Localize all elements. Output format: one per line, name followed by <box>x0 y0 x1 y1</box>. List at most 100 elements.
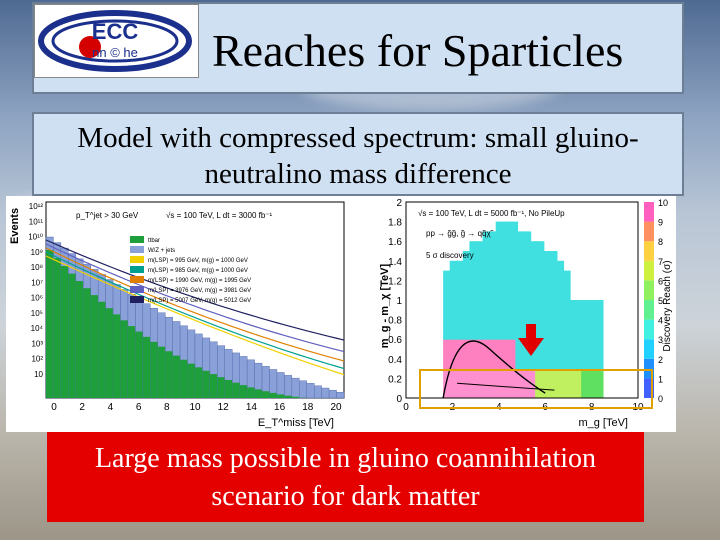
reach-heat-cell <box>502 270 512 281</box>
met-wz-bar <box>306 383 315 399</box>
met-ttbar-bar <box>165 351 173 398</box>
met-ttbar-bar <box>239 385 248 398</box>
reach-heat-cell <box>502 319 512 330</box>
reach-heat-cell <box>475 388 486 399</box>
met-ttbar-bar <box>262 391 270 398</box>
met-ttbar-bar <box>217 377 225 398</box>
reach-heat-cell <box>469 388 479 399</box>
met-wz-bar <box>336 391 345 399</box>
reach-heat-cell <box>456 358 466 370</box>
reach-heat-cell <box>541 300 551 311</box>
reach-heat-cell <box>568 339 578 350</box>
reach-heat-cell <box>548 251 558 262</box>
met-xtick-label: 6 <box>136 402 142 413</box>
reach-zlabel: Discovery Reach (σ) <box>662 260 673 351</box>
reach-colorbar-cell <box>644 280 654 300</box>
reach-heat-cell <box>456 339 466 350</box>
reach-heat-cell <box>581 378 591 389</box>
reach-heat-cell <box>522 309 532 321</box>
reach-heat-cell <box>508 290 519 301</box>
reach-heat-cell <box>482 251 492 262</box>
met-xtick-label: 12 <box>218 402 230 413</box>
reach-heat-cell <box>475 270 486 281</box>
reach-heat-cell <box>495 339 505 350</box>
reach-heat-cell <box>528 280 538 291</box>
met-ttbar-bar <box>276 394 285 398</box>
reach-heat-cell <box>587 300 597 311</box>
reach-heat-cell <box>541 319 551 330</box>
reach-heat-cell <box>515 329 525 340</box>
reach-heat-cell <box>482 339 492 350</box>
reach-heat-cell <box>594 339 604 350</box>
reach-heat-cell <box>554 388 565 399</box>
reach-ztick-label: 2 <box>658 355 663 365</box>
reach-heat-cell <box>475 290 486 301</box>
met-legend-swatch <box>130 246 144 253</box>
reach-heat-cell <box>561 349 571 360</box>
reach-heat-cell <box>482 300 492 311</box>
met-ttbar-bar <box>209 374 218 398</box>
met-signal-line <box>45 243 345 353</box>
reach-heat-cell <box>508 349 519 360</box>
reach-heat-cell <box>535 388 545 399</box>
reach-heat-cell <box>489 309 499 321</box>
reach-heat-cell <box>528 251 538 262</box>
reach-heat-cell <box>443 368 453 379</box>
reach-heat-cell <box>535 300 545 311</box>
reach-heat-cell <box>548 319 558 330</box>
met-legend-swatch <box>130 296 144 303</box>
met-wz-bar <box>291 377 300 399</box>
met-legend-label: m(LSP) = 5007 GeV, m(g) = 5012 GeV <box>148 298 251 304</box>
reach-heat-cell <box>456 329 466 340</box>
reach-ytick-label: 0.2 <box>388 374 402 385</box>
reach-heat-cell <box>554 290 565 301</box>
reach-heat-cell <box>475 368 486 379</box>
reach-heat-cell <box>449 388 459 399</box>
reach-heat-cell <box>574 319 584 330</box>
reach-heat-cell <box>508 388 519 399</box>
reach-heat-cell <box>548 290 558 301</box>
reach-heat-cell <box>515 309 525 321</box>
reach-heat-cell <box>574 329 584 340</box>
reach-heat-cell <box>554 280 565 291</box>
met-xtick-label: 10 <box>189 402 201 413</box>
reach-ztick-label: 9 <box>658 218 663 228</box>
reach-heat-cell <box>502 378 512 389</box>
met-ytick-label: 10⁴ <box>31 324 44 333</box>
reach-heat-cell <box>489 368 499 379</box>
reach-heat-cell <box>462 290 473 301</box>
met-ttbar-bar <box>120 320 128 398</box>
reach-contour-line <box>457 382 555 391</box>
reach-ytick-label: 0.8 <box>388 316 402 327</box>
reach-heat-cell <box>528 300 538 311</box>
reach-heat-cell <box>462 388 473 399</box>
reach-heat-cell <box>482 349 492 360</box>
met-legend-swatch <box>130 256 144 263</box>
reach-heat-cell <box>522 300 532 311</box>
reach-heat-cell <box>495 388 505 399</box>
reach-heat-cell <box>462 309 473 321</box>
reach-heat-cell <box>587 339 597 350</box>
reach-heat-cell <box>449 260 459 272</box>
reach-heat-cell <box>581 300 591 311</box>
reach-heat-cell <box>574 358 584 370</box>
reach-heat-cell <box>535 378 545 389</box>
reach-heat-cell <box>482 290 492 301</box>
reach-colorbar-cell <box>644 339 654 359</box>
reach-heat-cell <box>554 260 565 272</box>
reach-heat-cell <box>449 358 459 370</box>
met-cut-label: p_T^jet > 30 GeV <box>76 211 139 220</box>
reach-heat-cell <box>574 378 584 389</box>
reach-heat-cell <box>515 368 525 379</box>
reach-heat-cell <box>495 300 505 311</box>
reach-heat-cell <box>548 378 558 389</box>
reach-heat-cell <box>574 349 584 360</box>
reach-heat-cell <box>495 241 505 252</box>
reach-heat-cell <box>469 270 479 281</box>
reach-heat-cell <box>456 319 466 330</box>
met-signal-line <box>45 251 345 370</box>
met-ttbar-bar <box>254 389 263 398</box>
reach-heat-cell <box>475 319 486 330</box>
reach-heat-cell <box>462 339 473 350</box>
reach-heat-cell <box>554 339 565 350</box>
